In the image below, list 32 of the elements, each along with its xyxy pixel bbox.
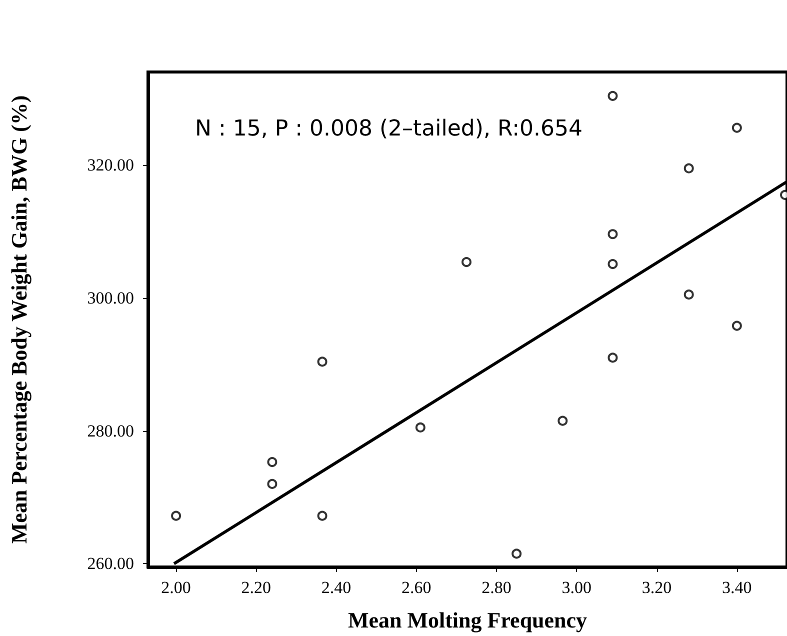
point — [267, 478, 278, 489]
annotation: N : 15, P : 0.008 (2–tailed), R:0.654 — [195, 116, 582, 142]
x-tick-label: 3.20 — [642, 578, 672, 597]
point — [608, 90, 618, 101]
point — [171, 510, 182, 521]
point — [267, 457, 278, 468]
y-tick-label: 320.00 — [87, 156, 134, 175]
x-tick-label: 2.80 — [482, 578, 512, 597]
point — [732, 320, 742, 331]
x-tick-label: 3.00 — [562, 578, 592, 597]
point — [512, 548, 522, 559]
x-tick-label: 2.40 — [321, 578, 352, 597]
point — [608, 229, 618, 240]
point — [684, 163, 694, 174]
point — [684, 290, 694, 300]
point — [317, 510, 328, 521]
y-tick-label: 280.00 — [87, 421, 134, 440]
x-tick-label: 2.00 — [161, 578, 191, 597]
x-axis-title: Mean Molting Frequency — [348, 608, 588, 632]
point — [732, 122, 742, 133]
y-tick-label: 300.00 — [87, 288, 134, 308]
y-axis-title: Mean Percentage Body Weight Gain, BWG (%) — [6, 95, 32, 544]
point — [317, 356, 328, 367]
x-tick-label: 3.40 — [722, 578, 752, 597]
x-tick-label: 2.60 — [402, 578, 432, 597]
point — [608, 259, 618, 270]
point — [415, 422, 426, 432]
point — [462, 257, 472, 268]
point — [608, 352, 618, 363]
point — [558, 416, 568, 426]
x-tick-label: 2.20 — [241, 578, 272, 597]
y-tick-label: 260.00 — [87, 554, 134, 574]
